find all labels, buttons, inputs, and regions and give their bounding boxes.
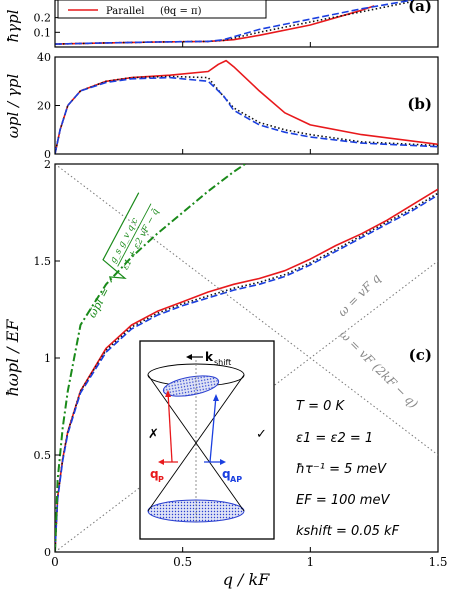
- legend-box: [57, 0, 267, 19]
- inset-lower-cone-base: [147, 499, 245, 523]
- inset-qap-sub: AP: [230, 475, 242, 484]
- panel-a-ytick-label: 0.1: [34, 26, 52, 39]
- inset-check-mark: ✓: [256, 427, 267, 442]
- formula-bar: [117, 203, 152, 267]
- inset-transition-parallel: [167, 391, 173, 463]
- light-line-label-1: ω = vF q: [335, 271, 383, 319]
- panel-label-a: (a): [408, 0, 432, 15]
- inset-kshift-sub: shift: [214, 358, 231, 367]
- inset-transition-parallel-head: [165, 390, 171, 397]
- light-line-label-2: ω = vF (2kF − q): [337, 327, 421, 411]
- inset-qp-label: q: [150, 467, 159, 481]
- panel-c-ytick-label: 2: [44, 158, 51, 171]
- panel-b-series-1: [55, 75, 438, 154]
- inset-qap-arrowhead: [220, 459, 226, 465]
- inset-transition-antiparallel: [209, 395, 217, 463]
- param-epsilon: ε1 = ε2 = 1: [296, 431, 373, 446]
- panel-c-ytick-label: 0.5: [34, 449, 52, 462]
- panel-c-ytick-label: 0: [44, 546, 51, 559]
- formula-annotation: ω̃pl = g_s g_v q c ε1 + ε2 vF − q̃: [86, 192, 161, 320]
- panel-b-series-2: [55, 76, 438, 154]
- panel-c-ytick-label: 1.5: [34, 255, 52, 268]
- inset-cone-edge-2: [147, 374, 245, 512]
- panel-a-series: [55, 0, 413, 45]
- formula-radical: [102, 192, 140, 283]
- panel-b-series-0: [55, 59, 438, 154]
- light-line-label-2-text: ω = vF (2kF − q): [337, 327, 421, 411]
- formula-lhs: ω̃pl =: [86, 285, 113, 320]
- panel-a-ytick-label: 0.2: [34, 12, 52, 25]
- x-tick-label: 0.5: [173, 555, 192, 569]
- legend-label-parallel: Parallel: [106, 6, 145, 17]
- parameters-list: T = 0 K ε1 = ε2 = 1 ħτ⁻¹ = 5 meV EF = 10…: [296, 399, 400, 539]
- panel-a-frame: [54, 0, 439, 48]
- inset-dirac-cone: k shift q P q AP ✗ ✓: [139, 340, 275, 540]
- panel-b-ytick-label: 40: [37, 51, 51, 64]
- y-axis-label-b: ωpl / γpl: [4, 74, 22, 139]
- inset-fermi-surface: [162, 375, 220, 397]
- panel-b-ytick-label: 0: [44, 148, 51, 161]
- panel-b-series: [55, 59, 438, 154]
- panel-c-series-2: [55, 194, 438, 552]
- panel-c-series-5: [55, 164, 438, 456]
- panel-label-c: (c): [409, 346, 432, 364]
- param-kshift: kshift = 0.05 kF: [296, 524, 400, 539]
- panel-c-series-3: [55, 164, 247, 552]
- y-axis-label-a: ħγpl: [4, 9, 22, 42]
- inset-kshift-label: k: [205, 350, 214, 364]
- param-tau: ħτ⁻¹ = 5 meV: [296, 462, 387, 477]
- legend-label-theta: (θq = π): [160, 6, 202, 17]
- panel-c-series: [55, 164, 438, 552]
- inset-qp-arrowhead: [158, 459, 164, 465]
- x-tick-label: 0: [51, 555, 59, 569]
- inset-transition-antiparallel-head: [213, 394, 219, 401]
- inset-qp-sub: P: [158, 475, 164, 484]
- inset-qap-label: q: [222, 467, 231, 481]
- inset-cross-mark: ✗: [148, 427, 159, 442]
- panel-c-ytick-label: 1: [44, 352, 51, 365]
- y-axis-label-c: ħωpl / EF: [3, 319, 22, 397]
- panel-label-b: (b): [407, 95, 432, 113]
- param-temperature: T = 0 K: [296, 399, 346, 414]
- x-axis-label: q / kF: [223, 570, 271, 589]
- x-tick-label: 1.5: [428, 555, 447, 569]
- panel-a-series-2: [55, 0, 413, 45]
- panel-b-ytick-label: 20: [37, 100, 51, 113]
- panel-a-series-1: [55, 0, 413, 45]
- x-tick-label: 1: [307, 555, 315, 569]
- panel-b-frame: [54, 56, 439, 155]
- light-line-label-1-text: ω = vF q: [335, 271, 383, 319]
- param-fermi-energy: EF = 100 meV: [296, 493, 390, 508]
- inset-kshift-arrowhead: [186, 354, 192, 360]
